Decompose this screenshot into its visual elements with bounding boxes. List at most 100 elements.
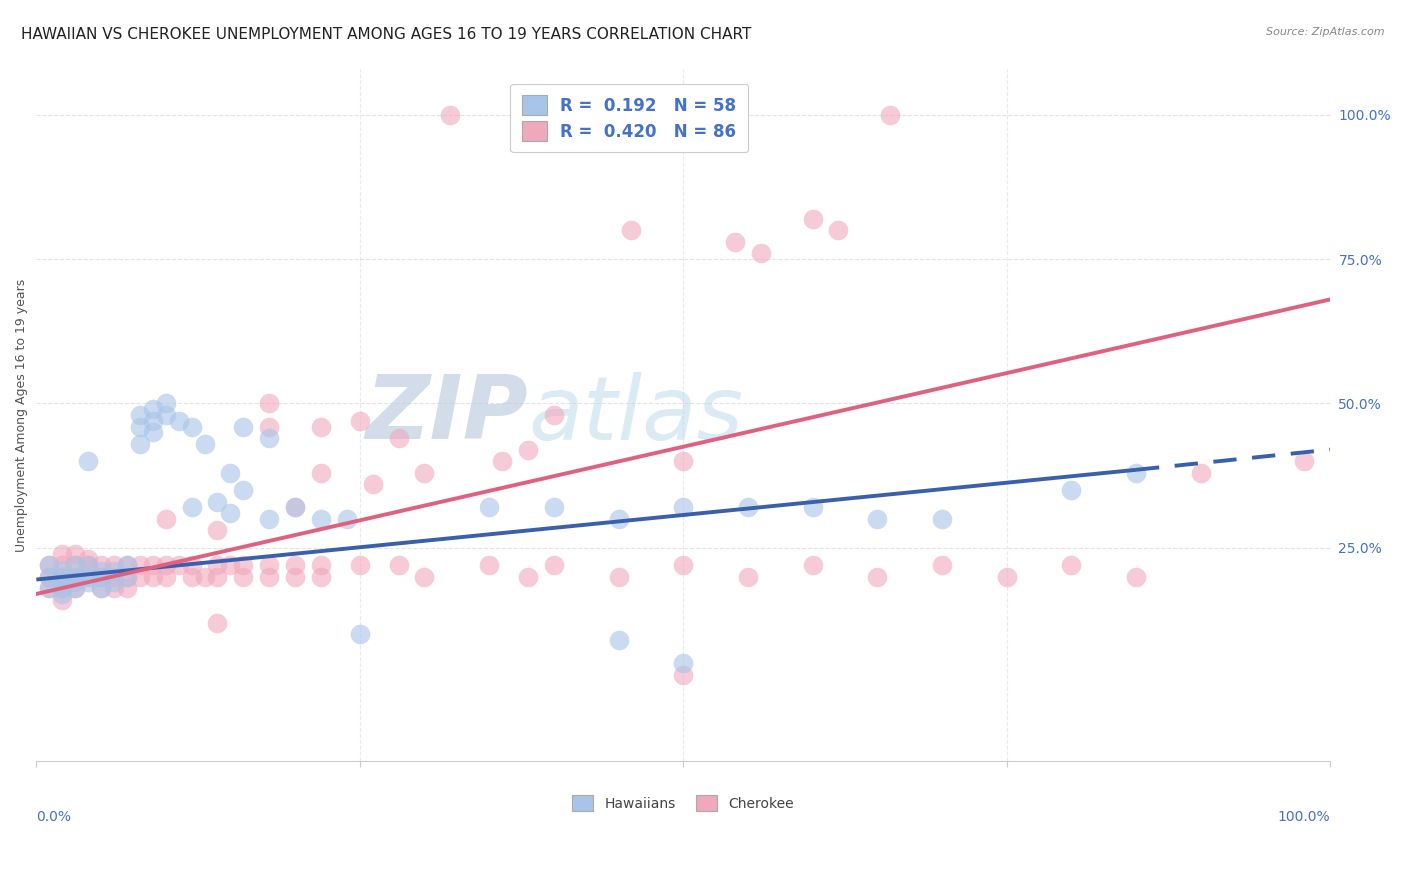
Point [879, 108, 901, 122]
Text: ZIP: ZIP [366, 371, 527, 458]
Point [207, 615, 229, 630]
Point [257, 431, 280, 445]
Point [115, 581, 138, 595]
Point [155, 558, 177, 573]
Y-axis label: Unemployment Among Ages 16 to 19 years: Unemployment Among Ages 16 to 19 years [15, 278, 28, 551]
Point [63, 569, 86, 583]
Point [257, 569, 280, 583]
Point [478, 500, 501, 515]
Point [51, 547, 73, 561]
Point [349, 414, 371, 428]
Point [543, 408, 565, 422]
Point [284, 500, 307, 515]
Point [232, 483, 254, 497]
Point [103, 569, 125, 583]
Point [284, 569, 307, 583]
Point [51, 581, 73, 595]
Point [77, 454, 100, 468]
Point [232, 558, 254, 573]
Point [51, 581, 73, 595]
Point [51, 569, 73, 583]
Point [51, 569, 73, 583]
Point [142, 402, 165, 417]
Point [51, 592, 73, 607]
Point [77, 558, 100, 573]
Point [1125, 569, 1147, 583]
Point [103, 581, 125, 595]
Point [361, 477, 384, 491]
Point [38, 581, 60, 595]
Point [207, 558, 229, 573]
Point [90, 569, 112, 583]
Point [724, 235, 747, 249]
Point [38, 569, 60, 583]
Point [142, 414, 165, 428]
Point [413, 466, 436, 480]
Point [749, 246, 772, 260]
Point [284, 500, 307, 515]
Point [38, 569, 60, 583]
Point [142, 425, 165, 440]
Point [128, 569, 150, 583]
Point [232, 419, 254, 434]
Point [516, 569, 538, 583]
Point [413, 569, 436, 583]
Point [115, 558, 138, 573]
Point [115, 569, 138, 583]
Point [51, 587, 73, 601]
Point [931, 512, 953, 526]
Point [90, 558, 112, 573]
Point [63, 558, 86, 573]
Point [516, 442, 538, 457]
Point [77, 569, 100, 583]
Point [51, 564, 73, 578]
Point [90, 581, 112, 595]
Point [284, 558, 307, 573]
Text: HAWAIIAN VS CHEROKEE UNEMPLOYMENT AMONG AGES 16 TO 19 YEARS CORRELATION CHART: HAWAIIAN VS CHEROKEE UNEMPLOYMENT AMONG … [21, 27, 751, 42]
Point [543, 500, 565, 515]
Point [827, 223, 849, 237]
Point [672, 454, 695, 468]
Point [1189, 466, 1212, 480]
Legend: Hawaiians, Cherokee: Hawaiians, Cherokee [567, 789, 800, 817]
Point [309, 466, 332, 480]
Point [38, 558, 60, 573]
Point [77, 569, 100, 583]
Point [115, 558, 138, 573]
Point [931, 558, 953, 573]
Point [207, 524, 229, 538]
Point [63, 581, 86, 595]
Point [349, 558, 371, 573]
Point [155, 396, 177, 410]
Point [38, 581, 60, 595]
Point [672, 558, 695, 573]
Point [309, 512, 332, 526]
Point [51, 575, 73, 590]
Point [63, 575, 86, 590]
Point [257, 396, 280, 410]
Point [219, 466, 242, 480]
Point [90, 581, 112, 595]
Point [207, 494, 229, 508]
Point [142, 569, 165, 583]
Text: 0.0%: 0.0% [37, 810, 72, 824]
Point [801, 500, 824, 515]
Point [478, 558, 501, 573]
Point [90, 564, 112, 578]
Point [866, 569, 889, 583]
Point [439, 108, 461, 122]
Point [672, 667, 695, 681]
Point [672, 500, 695, 515]
Point [77, 558, 100, 573]
Point [128, 419, 150, 434]
Point [51, 558, 73, 573]
Point [63, 547, 86, 561]
Point [672, 657, 695, 671]
Point [387, 558, 409, 573]
Point [866, 512, 889, 526]
Point [801, 558, 824, 573]
Point [257, 512, 280, 526]
Point [63, 569, 86, 583]
Text: 100.0%: 100.0% [1278, 810, 1330, 824]
Point [607, 633, 630, 648]
